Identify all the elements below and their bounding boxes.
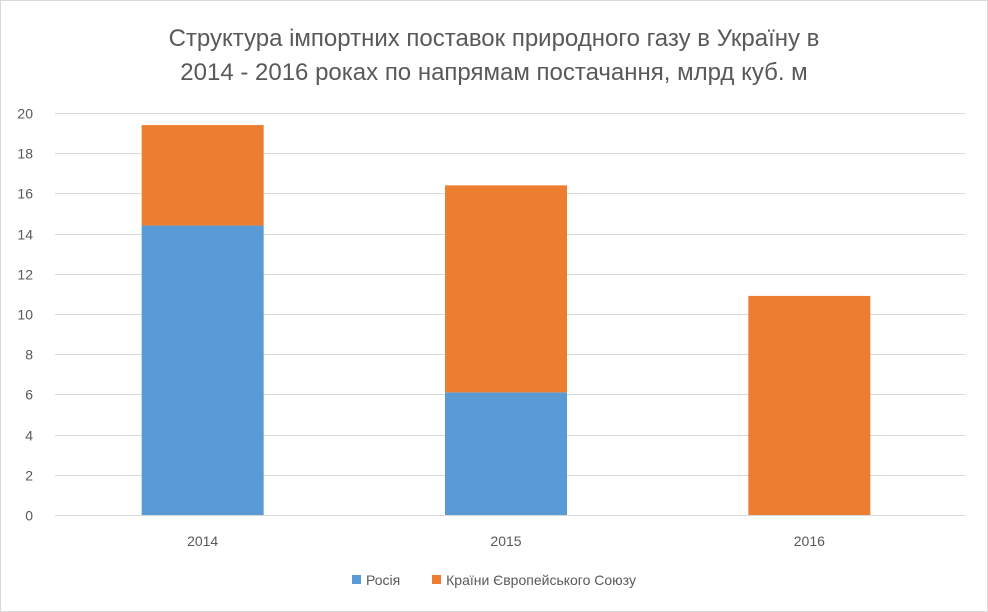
y-tick-label: 16 xyxy=(17,186,33,202)
legend-label: Країни Європейського Союзу xyxy=(446,571,636,588)
y-tick-label: 14 xyxy=(17,227,33,243)
bar-eu-2014 xyxy=(141,125,264,226)
legend-swatch xyxy=(352,575,362,584)
y-tick-label: 20 xyxy=(17,106,33,122)
y-tick-label: 2 xyxy=(25,468,33,484)
legend-item-eu: Країни Європейського Союзу xyxy=(432,572,636,588)
legend-item-russia: Росія xyxy=(352,572,400,588)
y-tick-label: 4 xyxy=(25,428,33,444)
y-tick-label: 18 xyxy=(17,146,33,162)
x-tick-label: 2014 xyxy=(187,533,218,549)
chart-title-line2: 2014 - 2016 роках по напрямам постачання… xyxy=(180,59,808,86)
y-tick-label: 6 xyxy=(25,387,33,403)
bar-eu-2015 xyxy=(445,185,567,393)
y-tick-label: 10 xyxy=(17,307,33,323)
bar-russia-2014 xyxy=(141,225,264,515)
bar-russia-2015 xyxy=(445,392,567,515)
y-tick-label: 8 xyxy=(25,347,33,363)
x-tick-label: 2015 xyxy=(490,533,521,549)
legend: Росія Країни Європейського Союзу xyxy=(0,571,988,588)
chart-title: Структура імпортних поставок природного … xyxy=(0,22,988,90)
y-tick-label: 0 xyxy=(25,508,33,524)
x-tick-label: 2016 xyxy=(794,533,825,549)
legend-swatch xyxy=(432,575,442,584)
legend-label: Росія xyxy=(366,571,401,588)
chart-title-line1: Структура імпортних поставок природного … xyxy=(168,25,820,52)
bar-eu-2016 xyxy=(748,295,871,515)
y-tick-label: 12 xyxy=(17,267,33,283)
